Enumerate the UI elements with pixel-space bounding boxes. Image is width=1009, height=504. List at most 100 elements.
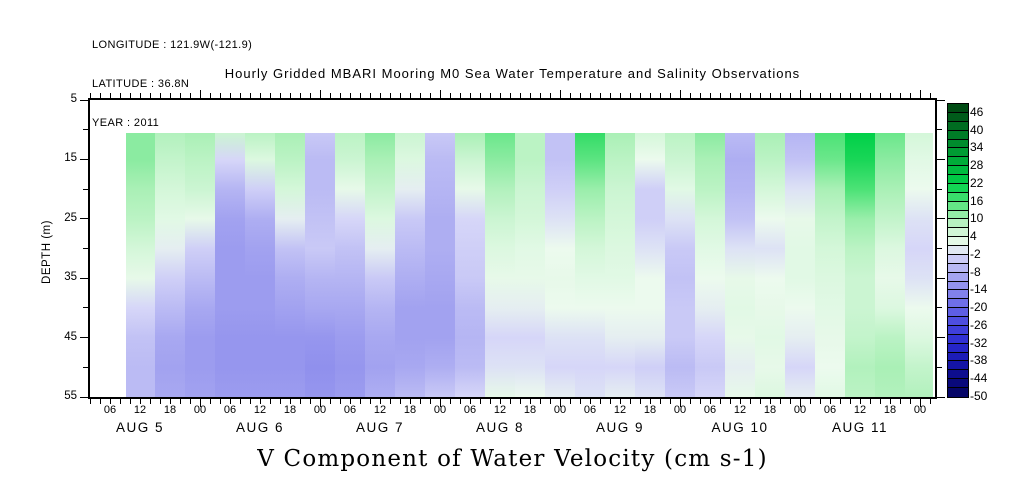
colorbar-cell [948, 388, 968, 397]
x-minor-tick [699, 399, 701, 404]
colorbar-cell [948, 175, 968, 184]
y-major-tick [80, 277, 88, 279]
x-minor-tick [159, 399, 161, 404]
colorbar-cell [948, 193, 968, 202]
heatmap-column [665, 132, 695, 397]
x-minor-tick [659, 399, 661, 404]
metadata-block: LONGITUDE : 121.9W(-121.9) LATITUDE : 36… [92, 13, 252, 156]
heatmap-column [815, 132, 845, 397]
x-minor-tick [709, 93, 711, 98]
x-minor-tick [99, 93, 101, 98]
y-minor-tick [937, 129, 942, 131]
y-major-tick [937, 218, 945, 220]
x-minor-tick [509, 399, 511, 404]
x-minor-tick [869, 93, 871, 98]
x-minor-tick [329, 93, 331, 98]
hour-tick-label: 18 [283, 404, 297, 416]
x-major-tick [799, 90, 801, 98]
hour-tick-label: 12 [733, 404, 747, 416]
x-minor-tick [769, 399, 771, 404]
heatmap-column [905, 132, 933, 397]
x-minor-tick [839, 399, 841, 404]
x-minor-tick [669, 399, 671, 404]
x-minor-tick [889, 399, 891, 404]
x-minor-tick [689, 93, 691, 98]
x-minor-tick [159, 93, 161, 98]
y-minor-tick [937, 366, 942, 368]
colorbar-cell [948, 317, 968, 326]
depth-tick-label: 45 [64, 330, 77, 343]
hour-tick-label: 06 [823, 404, 837, 416]
colorbar-tick-label: -26 [970, 317, 988, 332]
x-minor-tick [479, 93, 481, 98]
heatmap-column [455, 132, 485, 397]
x-minor-tick [189, 399, 191, 404]
x-minor-tick [379, 93, 381, 98]
x-minor-tick [369, 399, 371, 404]
x-minor-tick [289, 93, 291, 98]
colorbar-tick-label: 34 [970, 140, 984, 155]
colorbar-cell [948, 202, 968, 211]
colorbar-cell [948, 140, 968, 148]
y-major-tick [937, 158, 945, 160]
depth-tick-label: 5 [70, 93, 77, 105]
heatmap-column [515, 132, 545, 397]
x-minor-tick [139, 399, 141, 404]
x-minor-tick [599, 93, 601, 98]
x-minor-tick [259, 93, 261, 98]
date-label: AUG 10 [711, 420, 769, 435]
colorbar-cell [948, 228, 968, 237]
x-minor-tick [719, 93, 721, 98]
heatmap-column [305, 132, 335, 397]
colorbar-cell [948, 264, 968, 273]
heatmap-column [245, 132, 275, 397]
colorbar-tick-label: -50 [970, 389, 988, 403]
x-minor-tick [449, 93, 451, 98]
x-minor-tick [549, 399, 551, 404]
x-major-tick [679, 90, 681, 98]
colorbar-tick-label: 46 [970, 104, 984, 119]
x-minor-tick [629, 399, 631, 404]
x-minor-tick [529, 399, 531, 404]
x-minor-tick [749, 399, 751, 404]
colorbar-cell [948, 335, 968, 344]
x-minor-tick [719, 399, 721, 404]
date-label: AUG 9 [595, 420, 644, 435]
x-minor-tick [369, 93, 371, 98]
heatmap-column [365, 132, 395, 397]
plot-title: Hourly Gridded MBARI Mooring M0 Sea Wate… [224, 66, 801, 81]
y-minor-tick [83, 188, 88, 190]
x-minor-tick [209, 399, 211, 404]
hour-tick-label: 06 [463, 404, 477, 416]
hour-tick-label: 12 [373, 404, 387, 416]
x-minor-tick [539, 399, 541, 404]
colorbar-cell [948, 157, 968, 166]
y-major-tick [80, 158, 88, 160]
x-minor-tick [729, 399, 731, 404]
x-minor-tick [899, 93, 901, 98]
hour-tick-label: 06 [703, 404, 717, 416]
x-minor-tick [539, 93, 541, 98]
heatmap-column [126, 132, 155, 397]
x-minor-tick [299, 93, 301, 98]
hour-tick-label: 12 [133, 404, 147, 416]
y-major-tick [937, 337, 945, 339]
colorbar-cell [948, 184, 968, 193]
y-minor-tick [937, 188, 942, 190]
x-major-tick [439, 399, 441, 407]
colorbar-cell [948, 379, 968, 388]
x-minor-tick [359, 93, 361, 98]
x-minor-tick [269, 93, 271, 98]
hour-tick-label: 00 [193, 404, 207, 416]
y-minor-tick [83, 248, 88, 249]
x-minor-tick [409, 399, 411, 404]
y-minor-tick [83, 366, 88, 368]
x-minor-tick [819, 399, 821, 404]
x-minor-tick [329, 399, 331, 404]
x-minor-tick [149, 399, 151, 404]
heatmap-column [635, 132, 665, 397]
x-minor-tick [829, 399, 831, 404]
x-minor-tick [389, 93, 391, 98]
x-minor-tick [619, 93, 621, 98]
